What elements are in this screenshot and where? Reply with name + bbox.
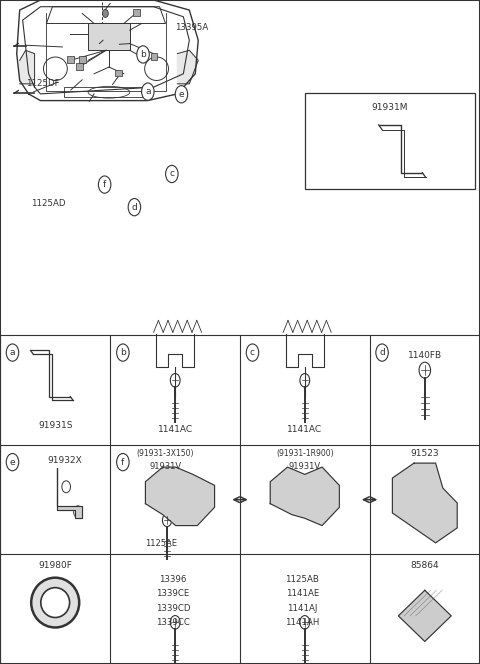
Circle shape xyxy=(278,478,288,493)
Circle shape xyxy=(438,509,447,522)
Text: 91523: 91523 xyxy=(410,449,439,458)
Text: 91931V: 91931V xyxy=(289,462,321,471)
Circle shape xyxy=(246,344,259,361)
Polygon shape xyxy=(178,50,198,84)
Text: 13396: 13396 xyxy=(159,575,187,584)
Text: 1141AH: 1141AH xyxy=(285,618,320,627)
Bar xyxy=(67,56,74,63)
Text: (91931-3X150): (91931-3X150) xyxy=(137,449,194,458)
Bar xyxy=(115,70,122,76)
Text: d: d xyxy=(132,203,137,212)
Text: 91931V: 91931V xyxy=(150,462,181,471)
Polygon shape xyxy=(57,468,82,518)
Text: 1141AE: 1141AE xyxy=(286,590,319,598)
Circle shape xyxy=(98,176,111,193)
Text: 1125AD: 1125AD xyxy=(31,199,66,208)
Text: f: f xyxy=(121,457,124,467)
Text: 91931M: 91931M xyxy=(372,103,408,112)
Text: d: d xyxy=(379,348,385,357)
Bar xyxy=(139,50,145,56)
Text: 91980F: 91980F xyxy=(38,561,72,570)
Circle shape xyxy=(153,478,164,493)
Bar xyxy=(151,53,157,60)
Polygon shape xyxy=(270,467,339,526)
Circle shape xyxy=(117,344,129,361)
Circle shape xyxy=(175,86,188,103)
Bar xyxy=(88,23,130,50)
Circle shape xyxy=(166,165,178,183)
Text: b: b xyxy=(120,348,126,357)
Polygon shape xyxy=(392,463,457,543)
Bar xyxy=(76,63,83,70)
Bar xyxy=(79,56,86,63)
Text: (91931-1R900): (91931-1R900) xyxy=(276,449,334,458)
Text: a: a xyxy=(10,348,15,357)
Circle shape xyxy=(322,494,331,506)
Circle shape xyxy=(376,344,388,361)
Text: 1125AE: 1125AE xyxy=(145,539,177,548)
Polygon shape xyxy=(398,590,451,641)
Text: e: e xyxy=(10,457,15,467)
Text: 13395A: 13395A xyxy=(175,23,208,33)
Text: a: a xyxy=(145,87,151,96)
Text: e: e xyxy=(179,90,184,99)
Text: c: c xyxy=(250,348,255,357)
Text: 1339CE: 1339CE xyxy=(156,590,190,598)
Polygon shape xyxy=(20,50,35,84)
Text: 1339CD: 1339CD xyxy=(156,604,190,613)
Bar xyxy=(305,93,475,189)
Text: 1339CC: 1339CC xyxy=(156,618,190,627)
Text: 1141AJ: 1141AJ xyxy=(287,604,318,613)
Circle shape xyxy=(6,454,19,471)
Text: 1141AC: 1141AC xyxy=(157,425,193,434)
Text: 1141AC: 1141AC xyxy=(287,425,323,434)
Text: f: f xyxy=(103,180,106,189)
Circle shape xyxy=(128,199,141,216)
Circle shape xyxy=(6,344,19,361)
Circle shape xyxy=(117,454,129,471)
Text: 91931S: 91931S xyxy=(38,421,72,430)
Circle shape xyxy=(401,483,413,499)
Circle shape xyxy=(137,46,149,63)
Circle shape xyxy=(103,9,108,17)
Text: b: b xyxy=(140,50,146,59)
Text: 85864: 85864 xyxy=(410,561,439,570)
Text: 1140FB: 1140FB xyxy=(408,351,442,359)
Text: 1125AB: 1125AB xyxy=(286,575,319,584)
Bar xyxy=(133,9,140,16)
Bar xyxy=(64,87,151,97)
Text: c: c xyxy=(169,169,174,179)
Ellipse shape xyxy=(41,588,70,618)
Circle shape xyxy=(142,83,154,100)
Text: 91932X: 91932X xyxy=(48,456,82,465)
Text: 1125DF: 1125DF xyxy=(26,78,60,88)
Polygon shape xyxy=(145,467,215,526)
Circle shape xyxy=(197,494,206,506)
Ellipse shape xyxy=(31,578,79,627)
